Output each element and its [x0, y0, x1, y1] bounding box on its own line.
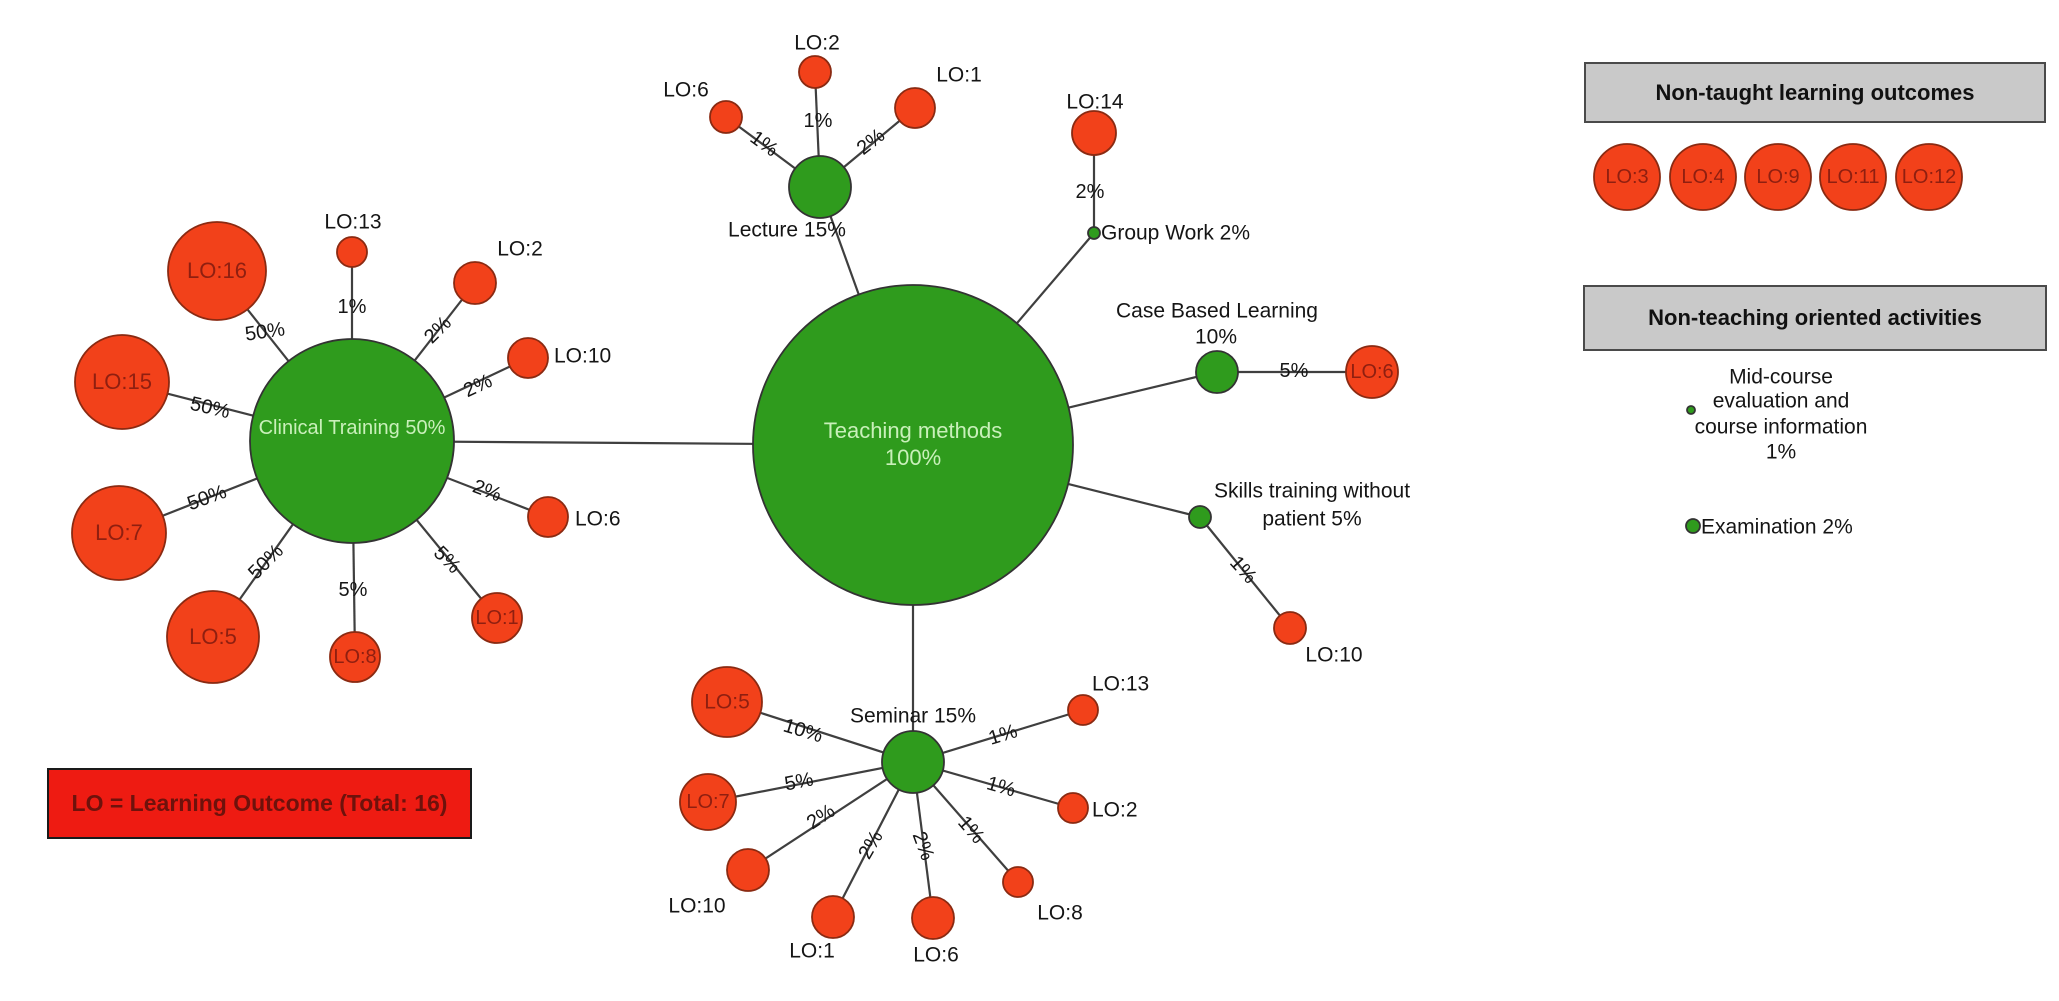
non-taught-header: Non-taught learning outcomes: [1584, 62, 2046, 123]
outcome-seminar-lo7: [679, 773, 737, 831]
clinical-lo8-label: LO:8: [333, 646, 377, 668]
clinical-lo2-label: LO:2: [497, 237, 543, 261]
teaching-methods-percent: 100%: [884, 445, 942, 470]
seminar-lo2-label: LO:2: [1092, 798, 1138, 822]
legend-text: LO = Learning Outcome (Total: 16): [71, 790, 448, 816]
outcome-lecture-lo2: [798, 55, 832, 89]
seminar-label: Seminar 15%: [849, 704, 977, 728]
outcome-seminar-lo10: [726, 848, 770, 892]
outcome-clinical-lo13: [336, 236, 368, 268]
legend-box: LO = Learning Outcome (Total: 16): [47, 768, 472, 839]
skills-lo10-label: LO:10: [1305, 643, 1363, 667]
lecture-lo2-pct: 1%: [803, 110, 833, 132]
nontaught-lo9-label: LO:9: [1756, 166, 1800, 188]
groupwork-lo14-label: LO:14: [1066, 90, 1124, 114]
midcourse-line3: course information: [1694, 415, 1868, 439]
clinical-lo13-label: LO:13: [324, 210, 382, 234]
groupwork-lo14-pct: 2%: [1075, 181, 1105, 203]
outcome-clinical-lo15: [74, 334, 170, 430]
seminar-lo7-label: LO:7: [686, 791, 730, 813]
midcourse-line4: 1%: [1765, 440, 1797, 464]
lecture-lo1-label: LO:1: [936, 63, 982, 87]
clinical-lo10-label: LO:10: [554, 344, 612, 368]
edge-seminar-lo10: [747, 761, 914, 871]
edge-skills-lo10: [1199, 516, 1291, 629]
edge-seminar-lo7: [707, 760, 914, 804]
outcome-nontaught-lo9: [1744, 143, 1812, 211]
seminar-lo10-label: LO:10: [668, 894, 726, 918]
clinical-lo16-pct: 50%: [243, 318, 287, 346]
group-work-label: Group Work 2%: [1101, 221, 1250, 245]
outcome-skills-lo10: [1273, 611, 1307, 645]
node-lecture: [788, 155, 852, 219]
node-midcourse-dot: [1686, 405, 1696, 415]
examination-label: Examination 2%: [1701, 515, 1853, 539]
nontaught-lo11-label: LO:11: [1826, 166, 1880, 188]
outcome-seminar-lo8: [1002, 866, 1034, 898]
outcome-clinical-lo5: [166, 590, 260, 684]
node-examination-dot: [1685, 518, 1701, 534]
lecture-lo2-label: LO:2: [794, 31, 840, 55]
seminar-lo7-pct: 5%: [782, 768, 816, 796]
outcome-seminar-lo2: [1057, 792, 1089, 824]
skills-label-line1: Skills training without: [1213, 479, 1411, 503]
clinical-lo13-pct: 1%: [337, 296, 367, 318]
midcourse-line2: evaluation and: [1712, 389, 1850, 413]
clinical-lo6-label: LO:6: [575, 507, 621, 531]
midcourse-line1: Mid-course: [1729, 365, 1833, 389]
seminar-lo5-label: LO:5: [704, 690, 750, 714]
nontaught-lo4-label: LO:4: [1681, 166, 1725, 188]
outcome-lecture-lo1: [894, 87, 936, 129]
outcome-nontaught-lo3: [1593, 143, 1661, 211]
clinical-lo1-label: LO:1: [475, 607, 519, 629]
node-teaching-methods: [752, 284, 1074, 606]
clinical-lo5-label: LO:5: [189, 624, 237, 649]
clinical-training-label: Clinical Training 50%: [258, 417, 446, 439]
outcome-clinical-lo2: [453, 261, 497, 305]
outcome-nontaught-lo12: [1895, 143, 1963, 211]
node-group-work: [1087, 226, 1101, 240]
clinical-lo15-label: LO:15: [92, 369, 152, 394]
outcome-nontaught-lo4: [1669, 143, 1737, 211]
node-seminar: [881, 730, 945, 794]
outcome-seminar-lo13: [1067, 694, 1099, 726]
outcome-clinical-lo6: [527, 496, 569, 538]
case-based-label-line2: 10%: [1194, 325, 1238, 349]
clinical-lo8-pct: 5%: [338, 579, 368, 601]
nontaught-lo3-label: LO:3: [1605, 166, 1649, 188]
outcome-clinical-lo7: [71, 485, 167, 581]
lecture-label: Lecture 15%: [728, 218, 846, 242]
case-based-label-line1: Case Based Learning: [1116, 299, 1318, 323]
outcome-seminar-lo5: [691, 666, 763, 738]
outcome-casebased-lo6: [1345, 345, 1399, 399]
seminar-lo6-label: LO:6: [913, 943, 959, 967]
outcome-groupwork-lo14: [1071, 110, 1117, 156]
outcome-clinical-lo8: [329, 631, 381, 683]
outcome-lecture-lo6: [709, 100, 743, 134]
node-skills-training: [1188, 505, 1212, 529]
seminar-lo13-label: LO:13: [1092, 672, 1150, 696]
outcome-clinical-lo1: [471, 592, 523, 644]
seminar-lo1-label: LO:1: [789, 939, 835, 963]
lecture-lo6-label: LO:6: [663, 78, 709, 102]
outcome-seminar-lo6: [911, 896, 955, 940]
outcome-clinical-lo10: [507, 337, 549, 379]
casebased-lo6-label: LO:6: [1350, 361, 1394, 383]
outcome-seminar-lo1: [811, 895, 855, 939]
outcome-nontaught-lo11: [1819, 143, 1887, 211]
skills-label-line2: patient 5%: [1262, 507, 1362, 531]
node-case-based-learning: [1195, 350, 1239, 394]
nontaught-lo12-label: LO:12: [1901, 166, 1957, 188]
outcome-clinical-lo16: [167, 221, 267, 321]
node-clinical-training: [249, 338, 455, 544]
casebased-lo6-pct: 5%: [1279, 360, 1309, 382]
clinical-lo16-label: LO:16: [187, 258, 247, 283]
teaching-methods-label: Teaching methods: [823, 418, 1003, 443]
seminar-lo8-label: LO:8: [1037, 901, 1083, 925]
clinical-lo7-label: LO:7: [95, 520, 143, 545]
non-teaching-header: Non-teaching oriented activities: [1583, 285, 2047, 351]
